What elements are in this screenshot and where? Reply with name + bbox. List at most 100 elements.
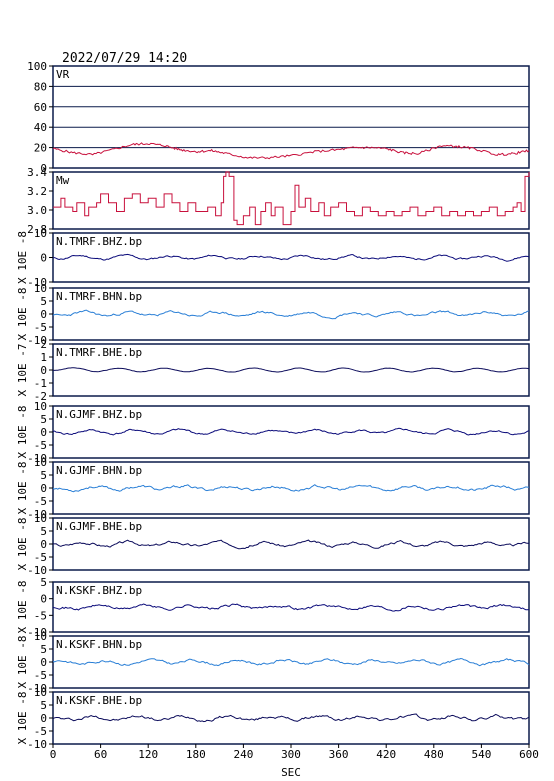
y-tick-label: 40 xyxy=(34,121,47,134)
y-tick-label: 10 xyxy=(34,227,47,240)
y-axis-label: X 10E -8 xyxy=(16,636,29,689)
panel-label: N.GJMF.BHE.bp xyxy=(56,520,142,533)
chart-title-datetime: 2022/07/29 14:20 xyxy=(62,51,187,66)
panel-label: N.GJMF.BHN.bp xyxy=(56,464,142,477)
y-tick-label: -10 xyxy=(27,276,47,289)
y-tick-label: 10 xyxy=(34,456,47,469)
y-tick-label: -5 xyxy=(34,321,47,334)
panel-label: N.TMRF.BHE.bp xyxy=(56,346,142,359)
y-tick-label: 20 xyxy=(34,142,47,155)
y-tick-label: 0 xyxy=(40,482,47,495)
y-axis-label: X 10E -8 xyxy=(16,518,29,571)
y-tick-label: 0 xyxy=(40,538,47,551)
panel-frame xyxy=(52,171,530,230)
y-tick-label: 0 xyxy=(40,162,47,175)
x-tick-label: 600 xyxy=(519,748,539,761)
y-tick-label: -10 xyxy=(27,508,47,521)
y-tick-label: 10 xyxy=(34,686,47,699)
y-axis-label: X 10E -7 xyxy=(16,344,29,397)
y-tick-label: -5 xyxy=(34,609,47,622)
x-tick-label: 60 xyxy=(94,748,107,761)
y-tick-label: -2 xyxy=(34,390,47,403)
y-tick-label: 1 xyxy=(40,351,47,364)
y-tick-label: 2.8 xyxy=(27,223,47,236)
y-tick-label: 5 xyxy=(40,295,47,308)
y-tick-label: 0 xyxy=(40,593,47,606)
y-tick-label: 5 xyxy=(40,643,47,656)
y-axis-label: X 10E -8 xyxy=(16,692,29,745)
y-tick-label: 0 xyxy=(40,712,47,725)
waveform-line-N.TMRF.BHN.bp xyxy=(52,309,530,320)
y-tick-label: -5 xyxy=(34,439,47,452)
y-tick-label: -5 xyxy=(34,669,47,682)
y-tick-label: -5 xyxy=(34,551,47,564)
series-line-Mw xyxy=(53,171,530,226)
y-tick-label: -10 xyxy=(27,738,47,751)
panel-N.TMRF.BHZ.bp: 10 0 -10 N.TMRF.BHZ.bp X 10E -8 xyxy=(16,227,530,289)
panel-frame xyxy=(52,65,530,169)
waveform-line-N.GJMF.BHZ.bp xyxy=(52,427,530,436)
x-tick-label: 420 xyxy=(376,748,396,761)
x-tick-label: 0 xyxy=(50,748,57,761)
panel-label: Mw xyxy=(56,174,70,187)
x-tick-label: 240 xyxy=(233,748,253,761)
y-axis-label: X 10E -8 xyxy=(16,462,29,515)
panel-label: VR xyxy=(56,68,70,81)
panel-label: N.TMRF.BHZ.bp xyxy=(56,235,142,248)
y-tick-label: 0 xyxy=(40,308,47,321)
panel-label: N.KSKF.BHN.bp xyxy=(56,638,142,651)
y-tick-label: 10 xyxy=(34,512,47,525)
panels-group: 100806040200VR3.43.23.02.8Mw100-10N.TMRF… xyxy=(16,60,530,751)
waveform-line-N.KSKF.BHE.bp xyxy=(52,713,530,723)
y-tick-label: 3.4 xyxy=(27,166,47,179)
x-axis: 0 60 120 180 240 300 360 420 480 540 600 SEC xyxy=(50,744,539,779)
x-tick-label: 540 xyxy=(471,748,491,761)
waveform-line-N.GJMF.BHN.bp xyxy=(52,484,530,493)
y-tick-label: 3.0 xyxy=(27,204,47,217)
panel-label: N.KSKF.BHE.bp xyxy=(56,694,142,707)
series-line-VR xyxy=(52,142,530,160)
panel-VR: 100 80 60 40 20 0 VR xyxy=(27,60,530,175)
y-tick-label: -10 xyxy=(27,682,47,695)
x-tick-label: 180 xyxy=(186,748,206,761)
waveform-line-N.GJMF.BHE.bp xyxy=(52,539,530,550)
y-tick-label: 80 xyxy=(34,80,47,93)
y-tick-label: -10 xyxy=(27,626,47,639)
y-tick-label: -10 xyxy=(27,334,47,347)
y-axis-label: X 10E -8 xyxy=(16,406,29,459)
y-tick-label: 5 xyxy=(40,469,47,482)
y-tick-label: -10 xyxy=(27,452,47,465)
x-axis-label: SEC xyxy=(281,766,301,779)
y-axis-label: X 10E -8 xyxy=(16,288,29,341)
panel-label: N.GJMF.BHZ.bp xyxy=(56,408,142,421)
y-axis-label: X 10E -8 xyxy=(16,231,29,284)
y-tick-label: 0 xyxy=(40,426,47,439)
y-axis-label: X 10E -8 xyxy=(16,581,29,634)
x-tick-label: 300 xyxy=(281,748,301,761)
waveform-line-N.TMRF.BHZ.bp xyxy=(52,253,530,262)
y-tick-label: 2 xyxy=(40,338,47,351)
y-tick-label: 0 xyxy=(40,656,47,669)
panel-N.TMRF.BHE.bp: 210-1-2 N.TMRF.BHE.bp X 10E -7 xyxy=(16,338,530,403)
y-tick-label: 5 xyxy=(40,576,47,589)
waveform-line-N.KSKF.BHZ.bp xyxy=(52,603,530,612)
y-tick-label: 0 xyxy=(40,364,47,377)
x-tick-label: 120 xyxy=(138,748,158,761)
panel-label: N.TMRF.BHN.bp xyxy=(56,290,142,303)
panel-frame xyxy=(52,581,530,633)
y-tick-label: 10 xyxy=(34,282,47,295)
waveform-line-N.KSKF.BHN.bp xyxy=(52,657,530,667)
y-tick-label: 0 xyxy=(40,252,47,265)
panel-N.KSKF.BHZ.bp: 5 0 -5 -10 N.KSKF.BHZ.bp X 10E -8 xyxy=(16,576,530,639)
y-tick-label: 5 xyxy=(40,699,47,712)
y-tick-label: -1 xyxy=(34,377,47,390)
y-tick-label: 3.2 xyxy=(27,185,47,198)
y-tick-label: 5 xyxy=(40,413,47,426)
y-tick-label: -5 xyxy=(34,495,47,508)
